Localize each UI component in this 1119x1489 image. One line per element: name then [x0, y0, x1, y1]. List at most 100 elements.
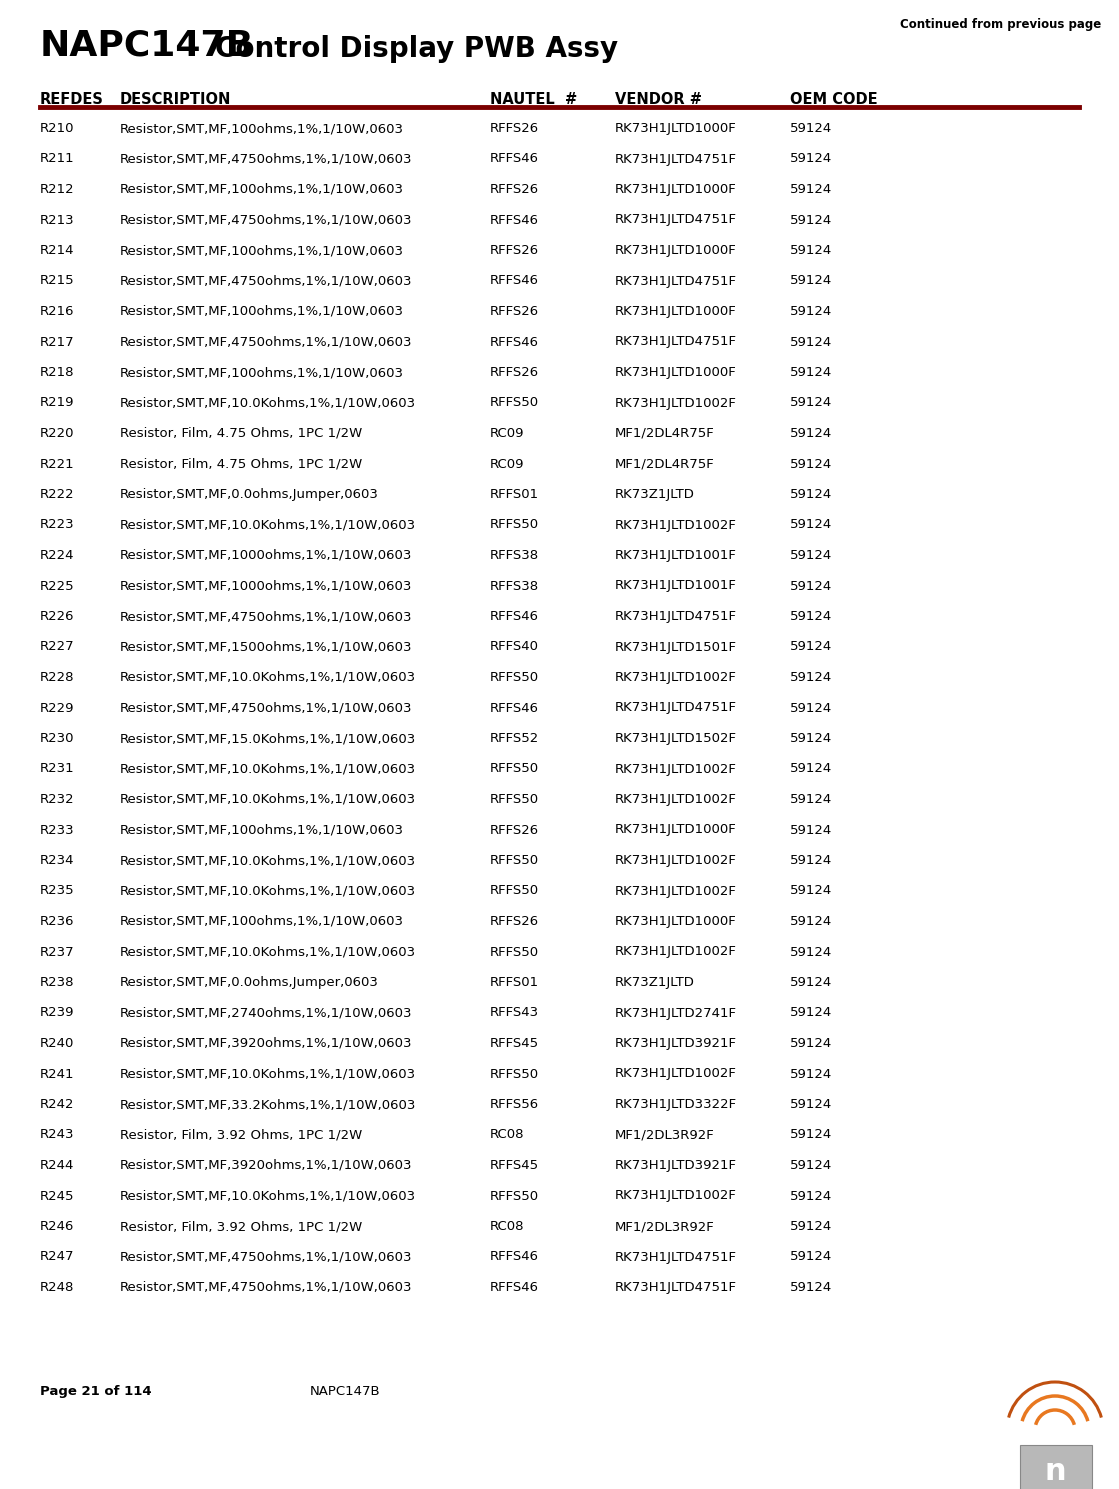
- Text: 59124: 59124: [790, 855, 833, 867]
- Text: 59124: 59124: [790, 488, 833, 500]
- Text: 59124: 59124: [790, 884, 833, 898]
- Text: RK73H1JLTD1000F: RK73H1JLTD1000F: [615, 244, 736, 258]
- Text: R211: R211: [40, 152, 75, 165]
- Text: 59124: 59124: [790, 183, 833, 197]
- Text: RFFS26: RFFS26: [490, 183, 539, 197]
- Text: 59124: 59124: [790, 1158, 833, 1172]
- Text: RK73H1JLTD3921F: RK73H1JLTD3921F: [615, 1158, 737, 1172]
- Text: Page 21 of 114: Page 21 of 114: [40, 1385, 152, 1398]
- Text: 59124: 59124: [790, 518, 833, 532]
- Text: R232: R232: [40, 794, 75, 806]
- Text: R230: R230: [40, 733, 75, 744]
- Text: R222: R222: [40, 488, 75, 500]
- Text: R216: R216: [40, 305, 75, 319]
- Text: OEM CODE: OEM CODE: [790, 92, 877, 107]
- Text: RFFS26: RFFS26: [490, 916, 539, 928]
- Text: RK73H1JLTD3322F: RK73H1JLTD3322F: [615, 1097, 737, 1111]
- Text: RFFS46: RFFS46: [490, 274, 539, 287]
- Text: MF1/2DL4R75F: MF1/2DL4R75F: [615, 427, 715, 441]
- Text: R220: R220: [40, 427, 75, 441]
- Text: RK73H1JLTD4751F: RK73H1JLTD4751F: [615, 213, 737, 226]
- Text: R239: R239: [40, 1007, 75, 1020]
- Text: Resistor, Film, 3.92 Ohms, 1PC 1/2W: Resistor, Film, 3.92 Ohms, 1PC 1/2W: [120, 1219, 363, 1233]
- Text: 59124: 59124: [790, 579, 833, 593]
- Text: R218: R218: [40, 366, 75, 380]
- Text: Resistor,SMT,MF,10.0Kohms,1%,1/10W,0603: Resistor,SMT,MF,10.0Kohms,1%,1/10W,0603: [120, 762, 416, 776]
- Text: Resistor, Film, 4.75 Ohms, 1PC 1/2W: Resistor, Film, 4.75 Ohms, 1PC 1/2W: [120, 427, 363, 441]
- Text: R227: R227: [40, 640, 75, 654]
- Text: R243: R243: [40, 1129, 75, 1142]
- Text: RK73H1JLTD1002F: RK73H1JLTD1002F: [615, 672, 737, 683]
- Text: Resistor,SMT,MF,4750ohms,1%,1/10W,0603: Resistor,SMT,MF,4750ohms,1%,1/10W,0603: [120, 213, 413, 226]
- Text: RFFS50: RFFS50: [490, 855, 539, 867]
- Text: RFFS38: RFFS38: [490, 549, 539, 561]
- Text: DESCRIPTION: DESCRIPTION: [120, 92, 232, 107]
- Text: Resistor, Film, 4.75 Ohms, 1PC 1/2W: Resistor, Film, 4.75 Ohms, 1PC 1/2W: [120, 457, 363, 471]
- Text: 59124: 59124: [790, 396, 833, 409]
- Text: 59124: 59124: [790, 1219, 833, 1233]
- Text: RFFS46: RFFS46: [490, 610, 539, 622]
- Text: RK73H1JLTD1000F: RK73H1JLTD1000F: [615, 305, 736, 319]
- Text: R221: R221: [40, 457, 75, 471]
- Text: RFFS26: RFFS26: [490, 366, 539, 380]
- Text: RFFS46: RFFS46: [490, 152, 539, 165]
- Text: RK73H1JLTD4751F: RK73H1JLTD4751F: [615, 610, 737, 622]
- Text: 59124: 59124: [790, 152, 833, 165]
- Text: Resistor,SMT,MF,10.0Kohms,1%,1/10W,0603: Resistor,SMT,MF,10.0Kohms,1%,1/10W,0603: [120, 884, 416, 898]
- Text: Resistor,SMT,MF,3920ohms,1%,1/10W,0603: Resistor,SMT,MF,3920ohms,1%,1/10W,0603: [120, 1158, 413, 1172]
- Text: RK73H1JLTD4751F: RK73H1JLTD4751F: [615, 1251, 737, 1264]
- Text: R242: R242: [40, 1097, 75, 1111]
- Text: 59124: 59124: [790, 946, 833, 959]
- Text: n: n: [1044, 1458, 1065, 1486]
- Text: R225: R225: [40, 579, 75, 593]
- Text: R213: R213: [40, 213, 75, 226]
- Text: R244: R244: [40, 1158, 74, 1172]
- Text: RK73H1JLTD1000F: RK73H1JLTD1000F: [615, 916, 736, 928]
- Text: 59124: 59124: [790, 122, 833, 135]
- Text: Resistor,SMT,MF,10.0Kohms,1%,1/10W,0603: Resistor,SMT,MF,10.0Kohms,1%,1/10W,0603: [120, 518, 416, 532]
- Text: Resistor,SMT,MF,33.2Kohms,1%,1/10W,0603: Resistor,SMT,MF,33.2Kohms,1%,1/10W,0603: [120, 1097, 416, 1111]
- Text: R240: R240: [40, 1036, 74, 1050]
- Text: RK73H1JLTD4751F: RK73H1JLTD4751F: [615, 335, 737, 348]
- Text: RK73H1JLTD4751F: RK73H1JLTD4751F: [615, 701, 737, 715]
- Text: RK73H1JLTD1000F: RK73H1JLTD1000F: [615, 183, 736, 197]
- Text: 59124: 59124: [790, 701, 833, 715]
- Text: RFFS50: RFFS50: [490, 672, 539, 683]
- Text: Resistor,SMT,MF,100ohms,1%,1/10W,0603: Resistor,SMT,MF,100ohms,1%,1/10W,0603: [120, 916, 404, 928]
- Text: RFFS46: RFFS46: [490, 335, 539, 348]
- Text: 59124: 59124: [790, 640, 833, 654]
- Text: RK73H1JLTD1501F: RK73H1JLTD1501F: [615, 640, 737, 654]
- Text: 59124: 59124: [790, 1007, 833, 1020]
- Text: 59124: 59124: [790, 762, 833, 776]
- Text: R223: R223: [40, 518, 75, 532]
- Text: R212: R212: [40, 183, 75, 197]
- Text: 59124: 59124: [790, 213, 833, 226]
- Text: Resistor,SMT,MF,100ohms,1%,1/10W,0603: Resistor,SMT,MF,100ohms,1%,1/10W,0603: [120, 244, 404, 258]
- Text: Resistor,SMT,MF,4750ohms,1%,1/10W,0603: Resistor,SMT,MF,4750ohms,1%,1/10W,0603: [120, 274, 413, 287]
- Text: RK73H1JLTD1000F: RK73H1JLTD1000F: [615, 366, 736, 380]
- Text: NAUTEL  #: NAUTEL #: [490, 92, 577, 107]
- Text: R228: R228: [40, 672, 75, 683]
- Text: RK73H1JLTD1502F: RK73H1JLTD1502F: [615, 733, 737, 744]
- Text: RK73H1JLTD1002F: RK73H1JLTD1002F: [615, 794, 737, 806]
- Text: VENDOR #: VENDOR #: [615, 92, 702, 107]
- Text: RK73H1JLTD4751F: RK73H1JLTD4751F: [615, 1281, 737, 1294]
- Text: R224: R224: [40, 549, 75, 561]
- Text: RK73H1JLTD1002F: RK73H1JLTD1002F: [615, 518, 737, 532]
- Text: 59124: 59124: [790, 549, 833, 561]
- Text: 59124: 59124: [790, 457, 833, 471]
- Text: Continued from previous page: Continued from previous page: [900, 18, 1101, 31]
- Text: RFFS46: RFFS46: [490, 701, 539, 715]
- Text: RK73H1JLTD1000F: RK73H1JLTD1000F: [615, 823, 736, 837]
- Text: RK73Z1JLTD: RK73Z1JLTD: [615, 488, 695, 500]
- Text: R246: R246: [40, 1219, 74, 1233]
- Bar: [1021, 1444, 1092, 1489]
- Text: Resistor,SMT,MF,100ohms,1%,1/10W,0603: Resistor,SMT,MF,100ohms,1%,1/10W,0603: [120, 366, 404, 380]
- Text: R217: R217: [40, 335, 75, 348]
- Text: Resistor,SMT,MF,15.0Kohms,1%,1/10W,0603: Resistor,SMT,MF,15.0Kohms,1%,1/10W,0603: [120, 733, 416, 744]
- Text: RFFS01: RFFS01: [490, 488, 539, 500]
- Text: 59124: 59124: [790, 794, 833, 806]
- Text: 59124: 59124: [790, 610, 833, 622]
- Text: R233: R233: [40, 823, 75, 837]
- Text: R234: R234: [40, 855, 75, 867]
